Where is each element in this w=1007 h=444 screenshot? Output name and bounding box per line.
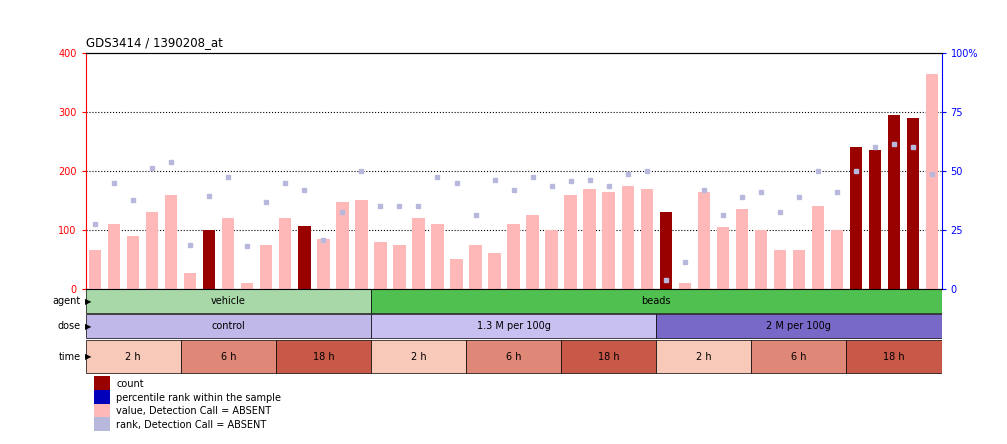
Text: beads: beads [641, 296, 671, 306]
Bar [95, 390, 110, 406]
Text: rank, Detection Call = ABSENT: rank, Detection Call = ABSENT [117, 420, 267, 430]
Bar [546, 230, 558, 289]
Bar [394, 245, 406, 289]
Text: 6 h: 6 h [792, 352, 807, 361]
Text: percentile rank within the sample: percentile rank within the sample [117, 393, 281, 403]
Text: 2 M per 100g: 2 M per 100g [766, 321, 832, 331]
Bar [717, 227, 729, 289]
Text: value, Detection Call = ABSENT: value, Detection Call = ABSENT [117, 406, 272, 416]
FancyBboxPatch shape [371, 289, 942, 313]
FancyBboxPatch shape [371, 314, 657, 338]
Bar [165, 194, 177, 289]
Bar [317, 238, 329, 289]
Bar [565, 194, 577, 289]
Text: 18 h: 18 h [883, 352, 905, 361]
Bar [754, 230, 767, 289]
Text: 2 h: 2 h [411, 352, 426, 361]
Bar [907, 118, 919, 289]
Text: 18 h: 18 h [598, 352, 619, 361]
Text: vehicle: vehicle [210, 296, 246, 306]
Text: count: count [117, 379, 144, 389]
Bar [279, 218, 291, 289]
Bar [660, 212, 672, 289]
Text: control: control [211, 321, 245, 331]
Bar [488, 254, 500, 289]
Text: ▶: ▶ [85, 297, 91, 306]
FancyBboxPatch shape [657, 314, 942, 338]
Bar [793, 250, 805, 289]
FancyBboxPatch shape [847, 340, 942, 373]
Bar [95, 404, 110, 420]
Bar [146, 212, 158, 289]
FancyBboxPatch shape [86, 340, 180, 373]
Bar [431, 224, 444, 289]
Bar [812, 206, 824, 289]
Text: ▶: ▶ [85, 352, 91, 361]
FancyBboxPatch shape [371, 340, 466, 373]
Text: ▶: ▶ [85, 322, 91, 331]
Bar [527, 215, 539, 289]
FancyBboxPatch shape [276, 340, 371, 373]
Bar [698, 191, 710, 289]
Bar [640, 189, 653, 289]
Text: 6 h: 6 h [221, 352, 236, 361]
FancyBboxPatch shape [561, 340, 657, 373]
Bar [736, 209, 748, 289]
Bar [508, 224, 520, 289]
Bar [602, 191, 615, 289]
Bar [241, 283, 254, 289]
FancyBboxPatch shape [86, 314, 371, 338]
Text: GDS3414 / 1390208_at: GDS3414 / 1390208_at [86, 36, 223, 49]
Text: 2 h: 2 h [696, 352, 712, 361]
Bar [850, 147, 862, 289]
FancyBboxPatch shape [751, 340, 847, 373]
Bar [375, 242, 387, 289]
Bar [925, 74, 939, 289]
FancyBboxPatch shape [180, 340, 276, 373]
FancyBboxPatch shape [86, 289, 371, 313]
Bar [888, 115, 900, 289]
Text: time: time [58, 352, 81, 361]
Text: 18 h: 18 h [312, 352, 334, 361]
Bar [108, 224, 120, 289]
Bar [89, 250, 102, 289]
Bar [583, 189, 596, 289]
Bar [412, 218, 425, 289]
Bar [773, 250, 786, 289]
Text: 2 h: 2 h [125, 352, 141, 361]
Text: 1.3 M per 100g: 1.3 M per 100g [476, 321, 551, 331]
Bar [831, 230, 843, 289]
Bar [203, 230, 215, 289]
Text: 6 h: 6 h [506, 352, 522, 361]
Bar [95, 417, 110, 433]
Bar [869, 151, 881, 289]
Bar [450, 259, 462, 289]
Text: dose: dose [57, 321, 81, 331]
FancyBboxPatch shape [466, 340, 561, 373]
Bar [298, 226, 310, 289]
Bar [127, 236, 139, 289]
FancyBboxPatch shape [657, 340, 751, 373]
Bar [184, 273, 196, 289]
Bar [469, 245, 481, 289]
Bar [95, 377, 110, 392]
Bar [336, 202, 348, 289]
Bar [621, 186, 633, 289]
Bar [223, 218, 235, 289]
Bar [679, 283, 691, 289]
Bar [355, 200, 368, 289]
Text: agent: agent [52, 296, 81, 306]
Bar [260, 245, 273, 289]
